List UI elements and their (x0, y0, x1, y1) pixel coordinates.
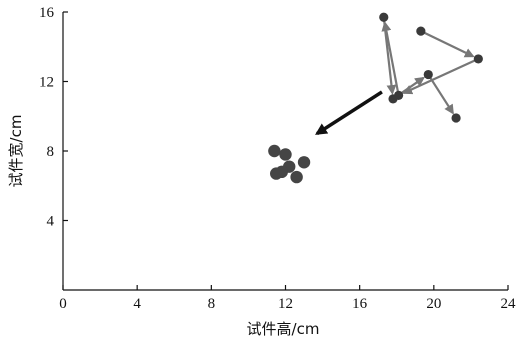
trajectory-arrows (315, 20, 477, 136)
x-axis-title: 试件高/cm (247, 320, 320, 338)
y-axis-title: 试件宽/cm (7, 115, 25, 188)
x-tick-label: 16 (352, 296, 368, 312)
trajectory-point (388, 94, 398, 104)
trajectory-segment (402, 59, 477, 95)
cluster-point (290, 170, 303, 184)
x-tick-label: 24 (501, 296, 517, 312)
trajectory-point (473, 54, 483, 64)
cluster-point (268, 144, 281, 158)
trajectory-point (416, 26, 426, 36)
y-tick-label: 12 (39, 75, 54, 91)
x-tick-label: 20 (426, 296, 441, 312)
trajectory-segment (381, 21, 400, 93)
trajectory-segment (428, 76, 454, 115)
x-tick-label: 4 (133, 296, 141, 312)
data-points (268, 12, 483, 184)
axis-ticks: 0 4 8 12 16 20 24 4 8 12 16 (39, 5, 516, 312)
trajectory-segment (383, 20, 397, 95)
trajectory-point (423, 69, 433, 80)
direction-arrow (315, 90, 383, 136)
x-tick-label: 8 (208, 296, 216, 312)
y-tick-label: 16 (39, 5, 55, 21)
trajectory-point (451, 113, 461, 123)
cluster-point (297, 156, 311, 169)
y-tick-label: 8 (47, 144, 55, 160)
cluster-point (270, 167, 283, 180)
trajectory-point (379, 12, 389, 22)
y-tick-label: 4 (47, 214, 55, 230)
x-tick-label: 0 (59, 296, 67, 312)
cluster-point (279, 148, 292, 161)
x-tick-label: 12 (278, 296, 293, 312)
trajectory-segment (423, 31, 475, 58)
